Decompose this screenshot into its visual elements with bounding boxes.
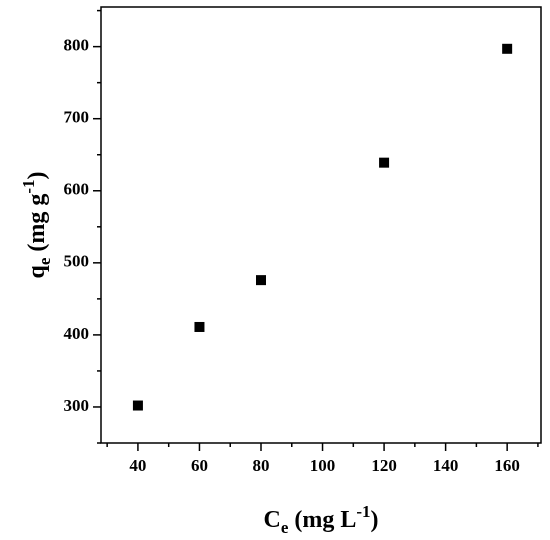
ylabel-part: e [35, 257, 54, 265]
y-tick-label: 500 [64, 252, 90, 271]
y-tick-label: 800 [64, 36, 90, 55]
x-tick-label: 100 [310, 456, 336, 475]
xlabel-label: Ce (mg L-1) [263, 502, 378, 537]
x-tick-label: 60 [191, 456, 208, 475]
x-tick-label: 140 [433, 456, 459, 475]
x-tick-label: 40 [129, 456, 146, 475]
ylabel-label: qe (mg g-1) [19, 171, 54, 278]
x-tick-label: 120 [371, 456, 397, 475]
xlabel-part: C [263, 507, 280, 533]
x-tick-label: 160 [494, 456, 520, 475]
y-tick-label: 400 [64, 324, 90, 343]
xlabel-part: e [281, 518, 289, 537]
xlabel-part: -1 [356, 502, 370, 521]
ylabel-part: ) [24, 171, 50, 179]
point [379, 157, 390, 168]
ylabel-part: (mg g [24, 194, 50, 258]
plot-frame [100, 6, 542, 444]
point [502, 43, 513, 54]
point [194, 321, 205, 332]
x-tick-label: 80 [253, 456, 270, 475]
point [132, 400, 143, 411]
y-tick-label: 700 [64, 108, 90, 127]
ylabel-part: q [24, 265, 50, 279]
y-tick-label: 600 [64, 180, 90, 199]
y-tick-label: 300 [64, 396, 90, 415]
xlabel-part: ) [371, 507, 379, 533]
ylabel-part: -1 [19, 179, 38, 193]
point [256, 275, 266, 286]
xlabel-part: (mg L [288, 507, 356, 533]
